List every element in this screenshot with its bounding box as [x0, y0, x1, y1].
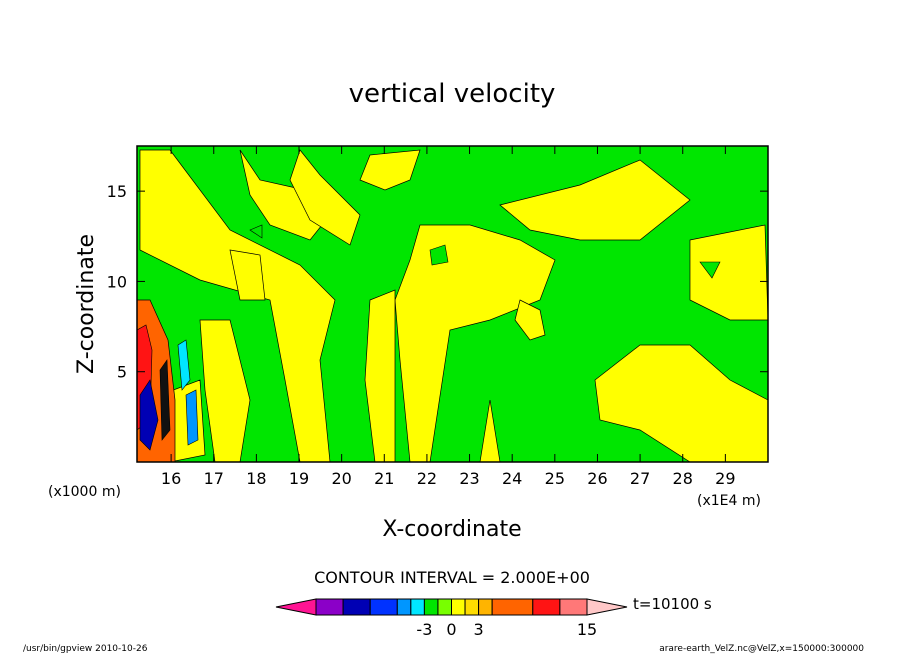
x-tick-label: 28 [673, 469, 693, 488]
positive-region [239, 149, 331, 241]
colorbar-segment [423, 598, 439, 616]
dense-contour-lines [159, 359, 171, 441]
colorbar-segment [478, 598, 493, 616]
colorbar-segment [491, 598, 534, 616]
y-tick-label: 5 [117, 363, 127, 382]
positive-region [594, 344, 768, 462]
colorbar-segment [559, 598, 588, 616]
colorbar-label: -3 [416, 620, 432, 639]
colorbar-segment [532, 598, 561, 616]
x-unit-left: (x1000 m) [48, 484, 121, 500]
positive-region [199, 319, 251, 462]
colorbar-label: 15 [577, 620, 597, 639]
x-tick-label: 24 [502, 469, 522, 488]
colorbar-segment [315, 598, 344, 616]
positive-region [139, 149, 336, 462]
x-tick-label: 21 [374, 469, 394, 488]
x-tick-label: 27 [630, 469, 650, 488]
x-tick-label: 22 [417, 469, 437, 488]
footer-right: arare-earth_VelZ.nc@VelZ,x=150000:300000 [659, 644, 864, 654]
x-tick-label: 17 [204, 469, 224, 488]
positive-region [289, 149, 361, 246]
footer-left: /usr/bin/gpview 2010-10-26 [23, 644, 148, 654]
colorbar-segment [410, 598, 425, 616]
x-axis-label: X-coordinate [382, 517, 521, 542]
positive-region [689, 224, 768, 321]
colorbar-segment [396, 598, 412, 616]
weak-downdraft-region [185, 389, 199, 446]
weak-downdraft-region [177, 339, 191, 391]
positive-region [499, 159, 691, 241]
x-axis-ticks: 16 17 18 19 20 21 22 23 24 25 26 27 28 29 [161, 146, 736, 488]
positive-region [359, 149, 421, 191]
y-axis-ticks: 5 10 15 [107, 182, 768, 382]
colorbar-min-arrow [275, 598, 317, 616]
colorbar [275, 598, 628, 616]
x-tick-label: 25 [545, 469, 565, 488]
x-tick-label: 18 [246, 469, 266, 488]
x-tick-label: 20 [331, 469, 351, 488]
positive-region [364, 289, 396, 462]
plot-frame [136, 145, 769, 463]
positive-region [514, 299, 546, 341]
positive-region [229, 249, 266, 301]
x-tick-label: 29 [715, 469, 735, 488]
contour-interval-label: CONTOUR INTERVAL = 2.000E+00 [314, 568, 590, 587]
x-unit-right: (x1E4 m) [697, 493, 761, 509]
zero-region [429, 244, 449, 266]
x-tick-label: 26 [587, 469, 607, 488]
time-label: t=10100 s [633, 595, 712, 613]
chart-title: vertical velocity [349, 79, 556, 109]
x-tick-label: 19 [289, 469, 309, 488]
colorbar-label: 0 [446, 620, 456, 639]
x-tick-label: 16 [161, 469, 181, 488]
colorbar-segment [342, 598, 371, 616]
y-tick-label: 15 [107, 182, 127, 201]
colorbar-max-arrow [586, 598, 628, 616]
zero-region [699, 261, 721, 279]
colorbar-segment [464, 598, 480, 616]
y-tick-label: 10 [107, 272, 127, 291]
y-axis-label: Z-coordinate [74, 234, 99, 374]
positive-region [479, 399, 501, 462]
colorbar-segment [437, 598, 453, 616]
x-tick-label: 23 [459, 469, 479, 488]
colorbar-segment [451, 598, 466, 616]
colorbar-segment [369, 598, 398, 616]
zero-region [249, 224, 263, 239]
contour-regions [137, 149, 768, 462]
downdraft-region [139, 379, 159, 451]
colorbar-label: 3 [474, 620, 484, 639]
colorbar-labels: -3 0 3 15 [416, 620, 597, 639]
plot-area [137, 146, 768, 462]
